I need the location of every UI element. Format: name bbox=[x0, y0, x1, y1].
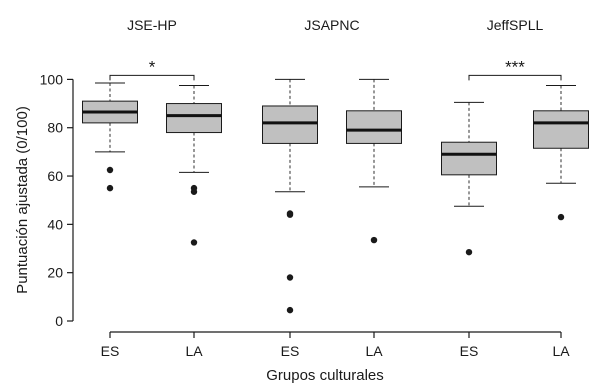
x-tick-label: ES bbox=[281, 343, 300, 359]
box-iqr bbox=[533, 110, 589, 149]
box-iqr bbox=[262, 105, 318, 144]
group-title: JSAPNC bbox=[304, 17, 359, 33]
y-tick-label: 40 bbox=[47, 216, 63, 232]
y-tick-label: 100 bbox=[40, 71, 64, 87]
group-title: JSE-HP bbox=[127, 17, 177, 33]
outlier-point bbox=[370, 236, 378, 244]
outlier-point bbox=[465, 248, 473, 256]
x-tick-label: LA bbox=[552, 343, 570, 359]
outlier-point bbox=[190, 239, 198, 246]
significance-label: *** bbox=[505, 57, 525, 76]
x-tick-label: ES bbox=[101, 343, 120, 359]
x-tick-label: LA bbox=[185, 343, 203, 359]
outlier-point bbox=[557, 213, 565, 221]
y-tick-label: 0 bbox=[55, 313, 63, 329]
outlier-point bbox=[286, 306, 294, 314]
y-tick-label: 20 bbox=[47, 265, 63, 281]
x-axis-title: Grupos culturales bbox=[266, 367, 384, 384]
x-tick-label: LA bbox=[365, 343, 383, 359]
significance-bracket bbox=[468, 74, 562, 81]
box-iqr bbox=[441, 141, 497, 176]
group-title: JeffSPLL bbox=[487, 17, 544, 33]
y-tick-label: 80 bbox=[47, 120, 63, 136]
x-tick-label: ES bbox=[460, 343, 479, 359]
y-tick-label: 60 bbox=[47, 168, 63, 184]
outlier-point bbox=[106, 184, 114, 192]
significance-bracket bbox=[109, 74, 195, 81]
y-axis-title: Puntuación ajustada (0/100) bbox=[14, 106, 31, 294]
box-iqr bbox=[346, 110, 402, 144]
significance-label: * bbox=[149, 57, 156, 76]
outlier-point bbox=[190, 188, 198, 195]
box-iqr bbox=[166, 103, 222, 134]
outlier-point bbox=[106, 166, 114, 174]
outlier-point bbox=[286, 211, 294, 218]
outlier-point bbox=[286, 274, 294, 281]
